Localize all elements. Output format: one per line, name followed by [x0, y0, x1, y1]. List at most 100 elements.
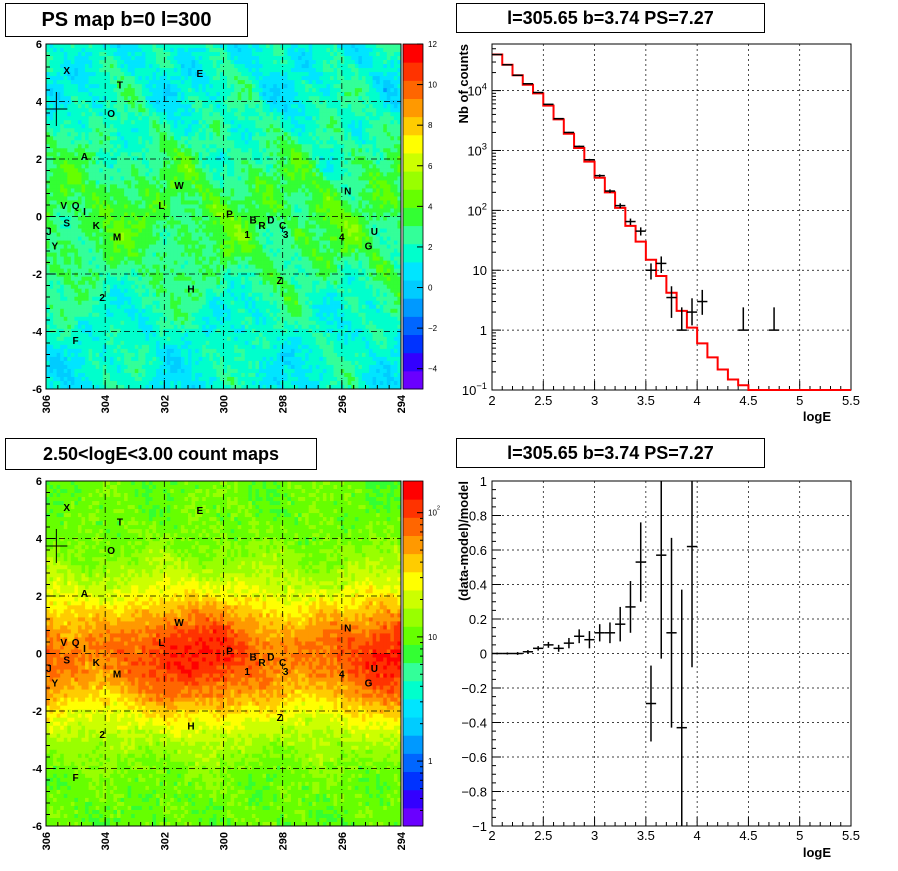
ps-map-pixel [259, 92, 263, 97]
ps-map-pixel [276, 180, 281, 185]
ps-map-pixel [319, 88, 324, 93]
ps-map-pixel [266, 100, 271, 105]
ps-map-pixel [354, 56, 359, 61]
ps-map-pixel [85, 188, 89, 193]
ps-map-pixel [195, 60, 200, 65]
ps-map-pixel [95, 116, 100, 121]
ps-map-pixel [234, 240, 239, 245]
ps-map-pixel [198, 168, 203, 173]
ps-map-pixel [145, 176, 150, 181]
ps-map-pixel [49, 44, 54, 49]
ps-map-pixel [294, 144, 299, 149]
ps-map-pixel [312, 184, 317, 189]
ps-map-pixel [301, 56, 306, 61]
ps-map-pixel [166, 108, 171, 113]
ps-map-pixel [347, 236, 352, 241]
ps-map-pixel [294, 172, 299, 177]
ps-map-pixel [223, 200, 228, 205]
ps-map-pixel [205, 212, 210, 217]
ps-map-pixel [81, 52, 86, 57]
ps-map-pixel [390, 44, 395, 49]
ps-map-pixel [308, 192, 313, 197]
ps-map-pixel [113, 136, 118, 141]
ps-map-pixel [298, 120, 302, 125]
ps-map-pixel [145, 84, 150, 89]
ps-map-pixel [202, 136, 207, 141]
ps-map-pixel [333, 236, 338, 241]
ps-map-pixel [74, 160, 79, 165]
ps-map-pixel [145, 96, 150, 101]
ps-map-pixel [124, 216, 129, 221]
ps-map-pixel [156, 168, 160, 173]
ps-map-pixel [198, 208, 203, 213]
ps-map-pixel [120, 116, 125, 121]
ps-map-pixel [319, 168, 324, 173]
ps-map-pixel [212, 68, 217, 73]
ps-map-pixel [273, 200, 278, 205]
ps-map-pixel [138, 112, 143, 117]
ps-map-pixel [70, 144, 75, 149]
ps-map-pixel [351, 64, 356, 69]
ps-map-pixel [163, 112, 168, 117]
ps-map-pixel [148, 60, 153, 65]
ps-map-pixel [113, 132, 118, 137]
ps-map-pixel [283, 212, 288, 217]
ps-map-pixel [376, 84, 381, 89]
ps-map-pixel [56, 144, 61, 149]
ps-map-pixel [230, 144, 235, 149]
ps-map-pixel [369, 52, 373, 57]
ps-map-pixel [180, 216, 185, 221]
ps-map-pixel [191, 56, 196, 61]
ps-map-pixel [131, 164, 136, 169]
ps-map-pixel [393, 172, 398, 177]
ps-map-pixel [60, 156, 65, 161]
ps-map-pixel [308, 156, 313, 161]
ps-map-pixel [273, 140, 278, 145]
ps-map-pixel [319, 164, 324, 169]
ps-map-pixel [340, 92, 345, 97]
ps-map-pixel [212, 176, 217, 181]
ps-map-pixel [230, 232, 235, 237]
ps-map-pixel [397, 196, 402, 201]
ps-map-pixel [393, 144, 398, 149]
ps-map-pixel [70, 80, 75, 85]
ps-map-pixel [159, 140, 164, 145]
ps-map-pixel [266, 116, 271, 121]
ps-map-pixel [120, 128, 125, 133]
ps-map-pixel [99, 112, 104, 117]
ps-map-pixel [141, 228, 146, 233]
ps-map-pixel [177, 220, 182, 225]
ps-map-pixel [234, 112, 239, 117]
ps-map-pixel [77, 100, 82, 105]
ps-map-pixel [95, 84, 100, 89]
ps-map-pixel [330, 104, 334, 109]
ps-map-pixel [77, 208, 82, 213]
ps-map-pixel [358, 144, 363, 149]
ps-map-pixel [212, 160, 217, 165]
ps-map-pixel [81, 164, 86, 169]
ps-map-pixel [287, 196, 292, 201]
ps-map-pixel [269, 176, 274, 181]
ps-map-pixel [209, 84, 214, 89]
ps-map-pixel [390, 216, 395, 221]
ps-map-pixel [273, 224, 278, 229]
ps-map-pixel [237, 176, 242, 181]
ps-map-pixel [141, 48, 146, 53]
ps-map-pixel [230, 100, 235, 105]
ps-map-pixel [333, 168, 338, 173]
ps-map-pixel [81, 100, 86, 105]
ps-map-pixel [230, 184, 235, 189]
ps-map-pixel [85, 132, 89, 137]
ps-map-pixel [195, 216, 200, 221]
ps-map-pixel [77, 200, 82, 205]
ps-map-pixel [322, 192, 327, 197]
ps-map-pixel [386, 96, 391, 101]
ps-map-pixel [273, 84, 278, 89]
ps-map-pixel [188, 208, 192, 213]
ps-map-pixel [184, 100, 189, 105]
ps-map-pixel [198, 124, 203, 129]
ps-map-pixel [227, 128, 231, 133]
ps-map-pixel [191, 212, 196, 217]
ps-map-pixel [262, 228, 267, 233]
ps-map-pixel [393, 232, 398, 237]
